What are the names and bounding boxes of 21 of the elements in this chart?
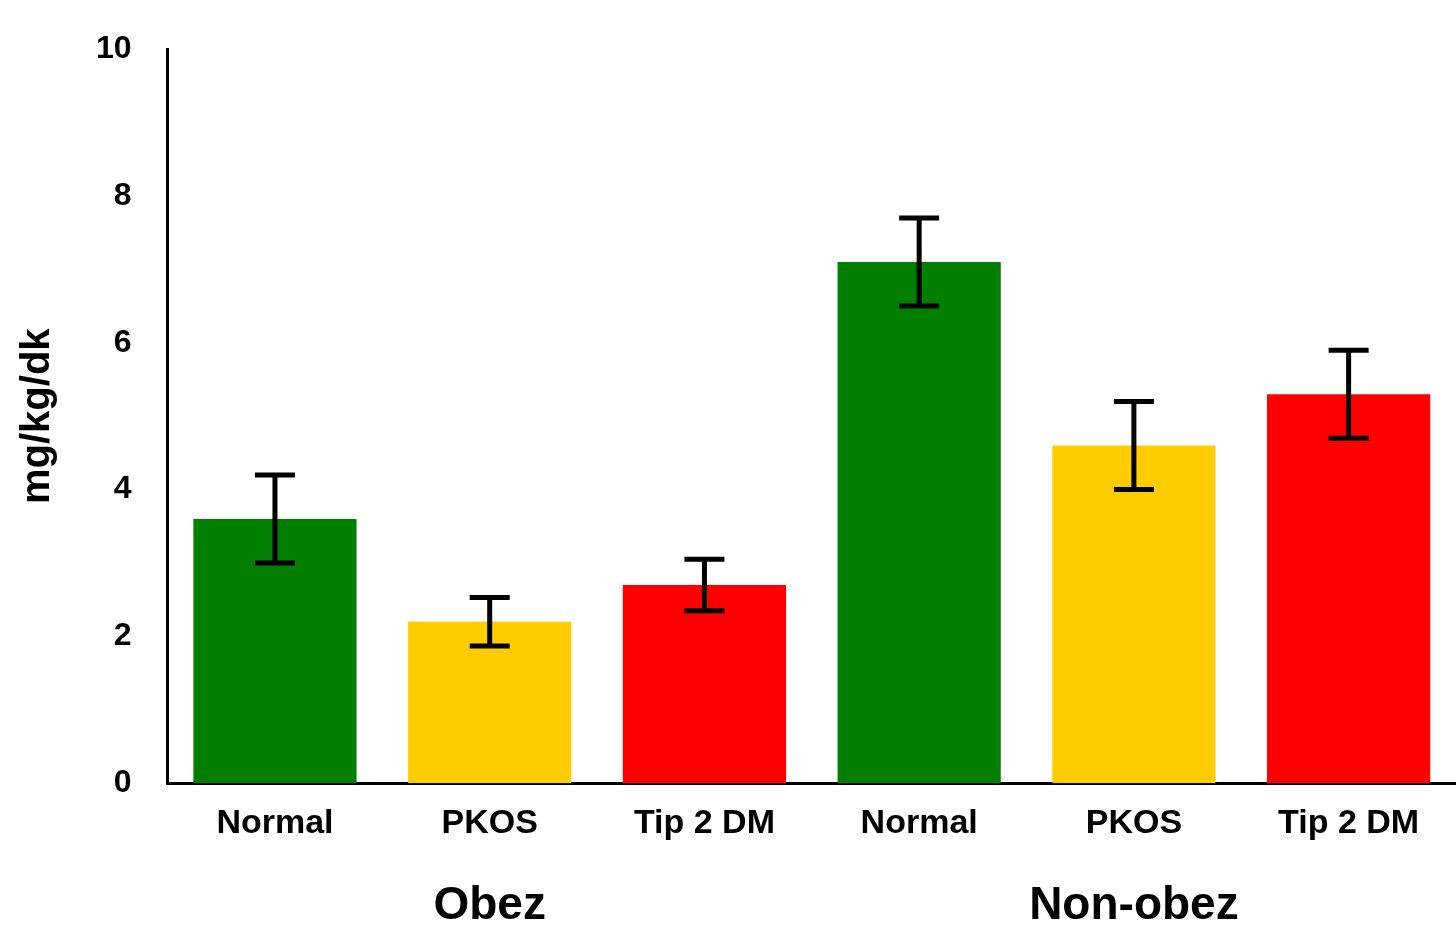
- bar: [408, 621, 572, 784]
- y-tick-label: 8: [113, 175, 132, 212]
- x-tick-label: Tip 2 DM: [633, 801, 775, 840]
- bar: [622, 585, 787, 784]
- text: Obez: [433, 876, 546, 929]
- x-tick-label: Normal: [860, 801, 978, 840]
- y-tick-label: 0: [113, 763, 132, 800]
- y-axis-title: mg/kg/dk: [13, 327, 58, 504]
- y-tick-label: 10: [96, 29, 132, 66]
- x-tick-label: PKOS: [441, 801, 538, 840]
- text: Non-obez: [1029, 876, 1239, 929]
- x-tick-label: Tip 2 DM: [1278, 801, 1420, 840]
- bar: [193, 518, 357, 784]
- bar: [1267, 394, 1431, 784]
- y-tick-label: 6: [113, 322, 132, 359]
- x-tick-label: PKOS: [1085, 801, 1183, 840]
- bar: [837, 262, 1001, 784]
- bar: [1052, 445, 1216, 784]
- x-tick-label: Normal: [216, 801, 334, 840]
- y-tick-label: 2: [113, 616, 132, 653]
- y-tick-label: 4: [113, 469, 132, 506]
